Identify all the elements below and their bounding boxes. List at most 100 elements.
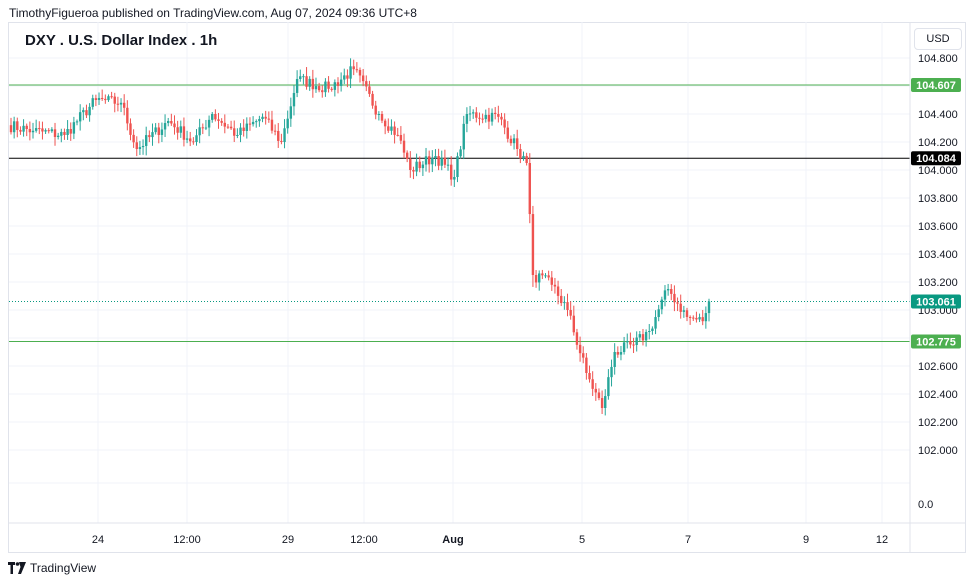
candle-body — [41, 128, 44, 132]
candle-body — [66, 129, 69, 135]
candle-body — [638, 334, 642, 338]
candle-body — [277, 130, 280, 141]
candle-body — [349, 66, 352, 79]
candle-body — [97, 97, 101, 100]
candle-body — [299, 76, 302, 79]
candle-body — [229, 126, 233, 129]
candle-body — [157, 127, 160, 135]
candle-body — [251, 121, 255, 125]
y-tick-label: 102.200 — [918, 417, 958, 429]
grid-lines — [9, 22, 910, 523]
candle-body — [358, 69, 362, 76]
y-tick-label: 102.400 — [918, 389, 958, 401]
candle-body — [129, 123, 132, 135]
candle-body — [402, 140, 406, 153]
candle-body — [459, 149, 462, 157]
candle-body — [217, 119, 220, 121]
candle-body — [31, 130, 35, 133]
x-tick-label: 24 — [92, 534, 104, 546]
y-tick-label: 104.000 — [918, 165, 958, 177]
chart-frame — [8, 22, 966, 553]
candle-body — [371, 93, 374, 106]
candle-body — [47, 130, 50, 132]
candle-body — [396, 134, 399, 136]
candle-body — [63, 131, 66, 135]
candle-body — [695, 317, 698, 320]
x-tick-label: 12:00 — [350, 534, 378, 546]
candle-body — [506, 127, 509, 139]
candle-body — [453, 177, 456, 180]
candle-body — [566, 302, 569, 310]
candle-body — [343, 75, 346, 80]
candle-body — [151, 132, 154, 138]
candle-body — [666, 289, 670, 291]
candle-body — [94, 98, 98, 100]
candle-body — [465, 114, 469, 124]
candle-body — [321, 90, 324, 93]
candle-body — [421, 164, 425, 169]
y-tick-label: 104.800 — [918, 53, 958, 65]
candle-body — [585, 357, 588, 373]
footer: TradingView — [8, 560, 96, 576]
candle-body — [167, 121, 170, 124]
horizontal-levels — [9, 84, 910, 342]
candle-body — [264, 116, 267, 119]
candle-body — [25, 125, 28, 129]
candle-body — [644, 331, 648, 341]
candle-body — [651, 328, 654, 331]
candle-body — [113, 96, 116, 104]
candle-body — [34, 128, 38, 131]
candle-body — [154, 127, 157, 133]
candle-body — [289, 106, 293, 119]
x-tick-label: 29 — [282, 534, 294, 546]
candle-body — [261, 116, 264, 120]
candle-body — [670, 289, 673, 294]
candle-body — [654, 317, 657, 329]
candle-body — [484, 114, 487, 120]
candle-body — [415, 161, 418, 172]
candle-body — [352, 66, 355, 70]
candle-body — [648, 331, 651, 332]
candle-body — [632, 344, 635, 346]
level-badge-label: 104.084 — [916, 153, 957, 165]
candle-body — [110, 96, 113, 98]
candle-body — [82, 110, 85, 113]
candle-body — [245, 123, 249, 131]
candle-body — [248, 123, 252, 125]
price-axis: 104.800104.600104.400104.200104.000103.8… — [909, 22, 958, 553]
candle-body — [132, 134, 135, 143]
candle-body — [144, 135, 148, 146]
candle-body — [431, 157, 434, 165]
candle-body — [509, 138, 513, 144]
candle-body — [50, 129, 54, 132]
last-price-label: 103.061 — [916, 296, 956, 308]
level-badge — [911, 78, 961, 93]
currency-button[interactable]: USD — [914, 28, 962, 50]
candle-body — [333, 82, 337, 90]
candle-body — [16, 121, 19, 130]
x-tick-label: 12:00 — [173, 534, 201, 546]
candle-body — [522, 155, 525, 159]
candle-body — [553, 284, 557, 287]
candle-body — [273, 130, 277, 132]
y-tick-label: 102.000 — [918, 445, 958, 457]
candle-body — [462, 123, 465, 150]
candle-body — [107, 96, 110, 101]
y-tick-label: 102.600 — [918, 361, 958, 373]
candle-body — [471, 112, 475, 114]
x-tick-label: 9 — [803, 534, 809, 546]
candle-body — [588, 373, 591, 380]
candle-body — [673, 293, 676, 303]
candle-body — [302, 76, 305, 78]
candle-body — [493, 112, 497, 114]
candle-body — [270, 119, 274, 131]
price-badges: 104.607 104.084 102.775 103.061 — [911, 78, 961, 349]
candle-body — [575, 332, 579, 345]
candle-body — [207, 119, 211, 128]
candle-body — [387, 126, 390, 131]
candle-body — [258, 119, 261, 122]
candle-body — [292, 92, 296, 107]
candle-body — [368, 86, 371, 94]
candle-body — [327, 81, 330, 89]
